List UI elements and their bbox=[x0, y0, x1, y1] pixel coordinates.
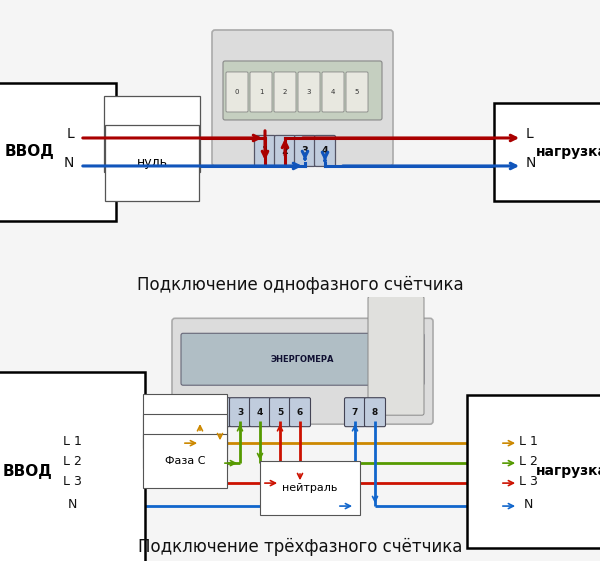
Text: нагрузка: нагрузка bbox=[536, 145, 600, 159]
Text: N: N bbox=[523, 498, 533, 511]
FancyBboxPatch shape bbox=[223, 61, 382, 120]
FancyBboxPatch shape bbox=[212, 30, 393, 166]
Text: 4: 4 bbox=[257, 408, 263, 417]
Text: L: L bbox=[66, 127, 74, 141]
FancyBboxPatch shape bbox=[368, 296, 424, 415]
Text: Фаза А: Фаза А bbox=[165, 416, 205, 426]
FancyBboxPatch shape bbox=[314, 135, 335, 167]
Text: 5: 5 bbox=[355, 89, 359, 95]
FancyBboxPatch shape bbox=[250, 398, 271, 427]
FancyBboxPatch shape bbox=[275, 135, 296, 167]
Text: ЭНЕРГОМЕРА: ЭНЕРГОМЕРА bbox=[270, 355, 334, 364]
Text: фаза: фаза bbox=[136, 127, 169, 140]
Text: 8: 8 bbox=[372, 408, 378, 417]
FancyBboxPatch shape bbox=[295, 135, 316, 167]
Text: 3: 3 bbox=[237, 408, 243, 417]
Text: L 2: L 2 bbox=[518, 454, 538, 468]
FancyBboxPatch shape bbox=[226, 72, 248, 112]
Text: 6: 6 bbox=[297, 408, 303, 417]
FancyBboxPatch shape bbox=[209, 398, 230, 427]
FancyBboxPatch shape bbox=[250, 72, 272, 112]
Text: N: N bbox=[526, 156, 536, 170]
Text: L 2: L 2 bbox=[62, 454, 82, 468]
Text: нейтраль: нейтраль bbox=[283, 483, 338, 493]
FancyBboxPatch shape bbox=[322, 72, 344, 112]
Text: Фаза С: Фаза С bbox=[165, 456, 205, 466]
Text: 5: 5 bbox=[277, 408, 283, 417]
Text: L: L bbox=[526, 127, 534, 141]
Text: 2: 2 bbox=[283, 89, 287, 95]
Text: Подключение трёхфазного счётчика: Подключение трёхфазного счётчика bbox=[138, 538, 462, 556]
FancyBboxPatch shape bbox=[346, 72, 368, 112]
FancyBboxPatch shape bbox=[365, 398, 386, 427]
Text: L 3: L 3 bbox=[518, 475, 538, 488]
FancyBboxPatch shape bbox=[269, 398, 290, 427]
Text: 2: 2 bbox=[281, 146, 289, 156]
FancyBboxPatch shape bbox=[274, 72, 296, 112]
FancyBboxPatch shape bbox=[254, 135, 275, 167]
Text: 7: 7 bbox=[352, 408, 358, 417]
Text: нагрузка: нагрузка bbox=[536, 464, 600, 478]
Text: N: N bbox=[64, 156, 74, 170]
Text: 1: 1 bbox=[259, 89, 263, 95]
Text: 0: 0 bbox=[235, 89, 239, 95]
Text: 3: 3 bbox=[307, 89, 311, 95]
FancyBboxPatch shape bbox=[181, 333, 424, 385]
Text: нуль: нуль bbox=[137, 157, 167, 169]
Text: Подключение однофазного счётчика: Подключение однофазного счётчика bbox=[137, 276, 463, 294]
Text: 4: 4 bbox=[322, 146, 328, 156]
FancyBboxPatch shape bbox=[298, 72, 320, 112]
Text: L 1: L 1 bbox=[518, 435, 538, 448]
Text: L 3: L 3 bbox=[62, 475, 82, 488]
Text: N: N bbox=[67, 498, 77, 511]
Text: ВВОД: ВВОД bbox=[3, 463, 53, 479]
Text: 4: 4 bbox=[331, 89, 335, 95]
FancyBboxPatch shape bbox=[344, 398, 365, 427]
Text: 2: 2 bbox=[217, 408, 223, 417]
FancyBboxPatch shape bbox=[190, 398, 211, 427]
FancyBboxPatch shape bbox=[229, 398, 251, 427]
Text: ВВОД: ВВОД bbox=[5, 145, 55, 159]
Text: Фаза В: Фаза В bbox=[165, 436, 205, 446]
Text: 3: 3 bbox=[302, 146, 308, 156]
Text: 1: 1 bbox=[197, 408, 203, 417]
Text: 1: 1 bbox=[262, 146, 268, 156]
FancyBboxPatch shape bbox=[290, 398, 311, 427]
Text: L 1: L 1 bbox=[62, 435, 82, 448]
FancyBboxPatch shape bbox=[172, 318, 433, 424]
